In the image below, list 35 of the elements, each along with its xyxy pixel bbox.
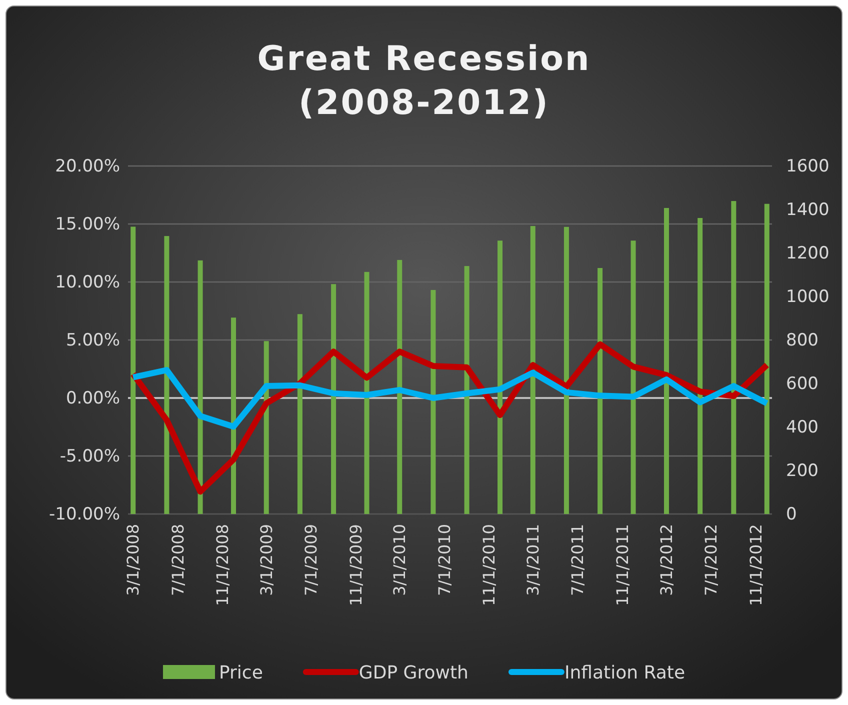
- x-tick-label: 11/1/2009: [346, 524, 366, 606]
- x-tick-label: 11/1/2011: [612, 524, 632, 606]
- chart-title: Great Recession (2008-2012): [257, 39, 591, 123]
- y-tick-label: 20.00%: [55, 156, 120, 176]
- x-tick-label: 3/1/2010: [390, 524, 410, 596]
- x-tick-label: 7/1/2012: [702, 524, 721, 596]
- legend-label: Price: [218, 662, 263, 684]
- x-tick-label: 3/1/2009: [256, 524, 276, 596]
- y2-tick-label: 1400: [786, 200, 830, 220]
- x-tick-label: 7/1/2011: [568, 524, 588, 596]
- y-tick-label: 0.00%: [66, 388, 120, 408]
- y-tick-label: 15.00%: [55, 214, 120, 234]
- y2-tick-label: 1600: [786, 156, 830, 176]
- y2-tick-label: 600: [786, 374, 818, 394]
- x-tick-label: 7/1/2008: [168, 524, 188, 596]
- legend-label: Inflation Rate: [564, 662, 686, 684]
- y2-tick-label: 0: [786, 504, 797, 524]
- x-tick-label: 11/1/2008: [213, 524, 232, 606]
- y2-tick-label: 800: [786, 330, 818, 350]
- y-tick-label: -10.00%: [49, 504, 120, 524]
- y2-tick-label: 1000: [786, 286, 830, 307]
- x-tick-label: 7/1/2010: [434, 524, 454, 596]
- y-tick-label: 10.00%: [55, 272, 120, 292]
- x-tick-label: 7/1/2009: [302, 524, 321, 596]
- y2-tick-label: 200: [786, 460, 818, 481]
- x-tick-label: 11/1/2010: [480, 524, 499, 606]
- y2-tick-label: 400: [786, 417, 818, 438]
- y2-tick-label: 1200: [786, 243, 830, 264]
- y-tick-label: -5.00%: [60, 446, 120, 466]
- x-tick-label: 11/1/2012: [746, 524, 766, 606]
- x-tick-label: 3/1/2011: [523, 524, 542, 596]
- x-tick-label: 3/1/2012: [657, 524, 676, 596]
- x-tick-label: 3/1/2008: [124, 524, 143, 596]
- y-tick-label: 5.00%: [66, 330, 120, 350]
- legend-label: GDP Growth: [358, 662, 468, 684]
